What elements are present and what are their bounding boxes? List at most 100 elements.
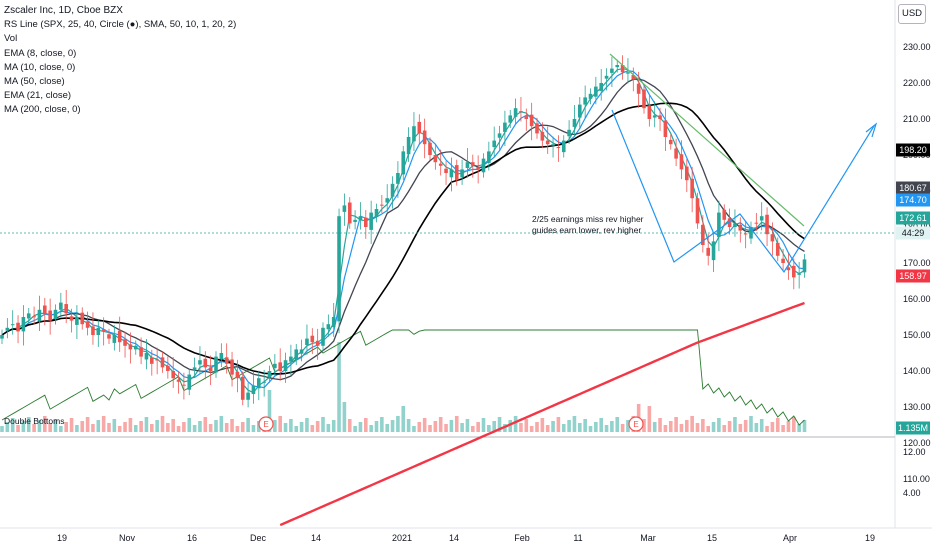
volume-bar [572,416,577,432]
time-tick-label: 16 [187,533,197,543]
price-tick-label: 170.00 [903,258,931,268]
volume-bar [48,423,52,432]
earnings-marker[interactable] [628,416,644,432]
candle-body [21,317,26,332]
volume-bar [786,421,791,432]
ema21-line [1,78,805,381]
volume-bar [337,342,341,432]
candle-body [668,139,673,145]
currency-button[interactable]: USD [898,4,926,24]
volume-bar [64,422,68,432]
candle-body [198,360,202,365]
candle-body [353,219,357,222]
candle-body [155,359,159,361]
volume-bar [91,424,95,432]
volume-bar [385,424,389,432]
candle-body [727,218,732,227]
volume-bar [465,419,470,432]
candle-body [599,83,603,91]
candle-body [251,385,256,395]
candle-body [10,324,15,326]
candle-body [385,198,389,203]
volume-bar [711,422,716,432]
candle-body [315,340,320,346]
indicator-ma10[interactable]: MA (10, close, 0) [4,61,76,73]
earnings-marker-label: E [633,420,638,429]
candle-body [711,241,716,261]
candle-body [551,144,555,146]
volume-bar [556,417,561,432]
candle-body [733,223,737,227]
volume-bar [460,423,464,432]
candle-body [513,108,518,117]
volume-bar [471,426,475,432]
candle-body [342,205,347,212]
candle-body [449,169,454,178]
volume-bar [487,425,491,432]
price-tag-label: 158.97 [899,271,927,281]
indicator-ema8[interactable]: EMA (8, close, 0) [4,47,77,59]
indicator-volume[interactable]: Vol [4,33,18,45]
indicator-ema21[interactable]: EMA (21, close) [4,90,72,102]
volume-bar [647,406,652,432]
volume-bar [144,417,149,432]
volume-bar [21,421,26,432]
volume-bar [257,421,261,432]
candle-body [240,376,245,400]
volume-bar [187,418,192,432]
candle-body [797,273,801,275]
volume-bar [802,420,807,432]
candle-body [96,327,101,335]
volume-bar [422,418,427,432]
volume-bar [770,422,775,432]
candle-body [658,115,662,119]
candle-body [219,353,224,360]
ma200-line [279,301,805,527]
price-tag-label: 172.61 [899,213,927,223]
volume-bar [444,424,448,432]
volume-bar [545,425,550,432]
volume-bar [599,418,603,432]
indicator-rs-line[interactable]: RS Line (SPX, 25, 40, Circle (●), SMA, 5… [4,19,237,31]
volume-bar [524,419,529,432]
candle-body [310,335,315,343]
volume-bar [759,419,764,432]
volume-bar [358,422,363,432]
volume-bar [342,402,347,432]
indicator-ma200[interactable]: MA (200, close, 0) [4,104,81,116]
volume-bar [133,425,138,432]
volume-bar [401,406,406,432]
volume-bar [267,390,272,432]
volume-bar [406,419,411,432]
volume-bar [695,423,700,432]
volume-bar [529,426,534,432]
candle-body [171,371,175,379]
volume-bar [412,426,416,432]
volume-bar [5,422,10,432]
candle-body [112,335,117,343]
time-tick-label: 15 [707,533,717,543]
candle-body [37,309,42,322]
candle-body [176,379,181,382]
candle-body [117,330,122,343]
volume-bar [53,419,58,432]
candle-body [294,349,299,360]
volume-bar [706,426,710,432]
candle-body [529,114,534,127]
candle-body [679,154,684,170]
price-tick-label: 230.00 [903,42,931,52]
volume-bar [519,423,523,432]
subpane-label: Double Bottoms [4,416,65,426]
earnings-marker[interactable] [258,416,274,432]
volume-bar [80,421,85,432]
volume-bar [364,418,368,432]
candle-body [123,339,127,346]
candle-body [738,224,743,231]
price-tag-label: 44:29 [902,228,925,238]
volume-bar [642,419,646,432]
volume-bar [160,416,165,432]
candle-body [636,83,641,94]
indicator-ma50[interactable]: MA (50, close) [4,76,65,88]
volume-bar [208,424,213,432]
